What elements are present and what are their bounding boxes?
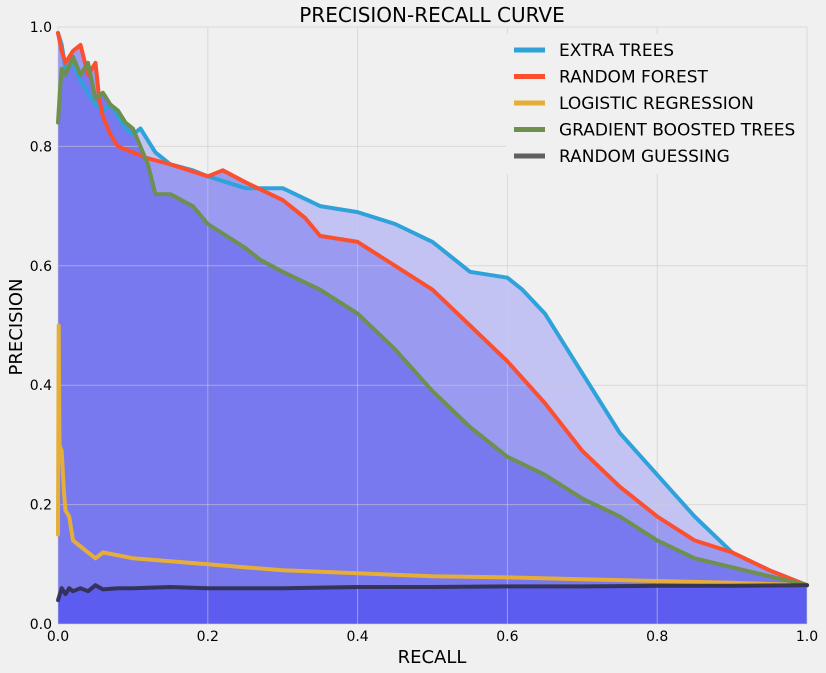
fill-under-gradient-boosted (58, 56, 807, 624)
y-tick-label: 0.2 (30, 498, 52, 514)
y-axis-label: PRECISION (6, 279, 27, 376)
chart-title: PRECISION-RECALL CURVE (299, 3, 565, 27)
x-tick-label: 0.8 (646, 629, 668, 645)
fill-under-random-guessing (58, 585, 807, 624)
legend-label-logistic-regression: LOGISTIC REGRESSION (559, 94, 754, 114)
series-line-logistic-regression (56, 323, 809, 588)
x-axis-label: RECALL (398, 647, 467, 668)
y-tick-label: 0.0 (30, 617, 52, 633)
x-tick-label: 1.0 (796, 629, 818, 645)
series-lines (56, 31, 809, 603)
series-line-gradient-boosted-trees (56, 54, 809, 588)
x-tick-label: 0.4 (346, 629, 368, 645)
y-tick-label: 0.6 (30, 259, 52, 275)
y-tick-label: 1.0 (30, 20, 52, 36)
area-fills (58, 33, 807, 624)
x-tick-label: 0.0 (47, 629, 69, 645)
y-tick-label: 0.4 (30, 378, 52, 394)
legend-box (506, 34, 806, 174)
legend-label-gradient-boosted-trees: GRADIENT BOOSTED TREES (559, 121, 795, 141)
legend-label-random-guessing: RANDOM GUESSING (559, 147, 730, 167)
series-line-random-guessing (56, 583, 809, 603)
x-tick-label: 0.6 (496, 629, 518, 645)
legend-label-random-forest: RANDOM FOREST (559, 68, 709, 88)
legend: EXTRA TREES RANDOM FOREST LOGISTIC REGRESS… (506, 34, 806, 174)
legend-label-extra-trees: EXTRA TREES (559, 41, 674, 61)
tick-labels: 0.0 0.2 0.4 0.6 0.8 1.0 0.0 0.2 0.4 0.6 0.8 1.0 (30, 20, 818, 645)
y-tick-label: 0.8 (30, 139, 52, 155)
x-tick-label: 0.2 (197, 629, 219, 645)
